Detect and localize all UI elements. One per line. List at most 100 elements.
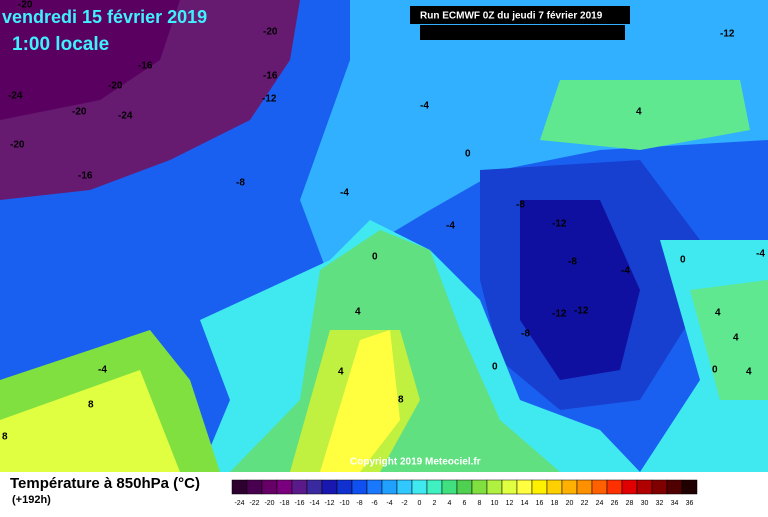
contour-label: -16: [138, 61, 153, 72]
legend-tick-label: 30: [641, 500, 649, 507]
legend-tick-label: 12: [506, 500, 514, 507]
run: Run ECMWF 0Z du jeudi 7 février 2019: [420, 11, 603, 22]
contour-label: -20: [263, 27, 278, 38]
contour-label: -8: [568, 257, 577, 268]
legend-swatch: [651, 479, 668, 495]
legend-swatch: [531, 479, 548, 495]
legend-swatch: [246, 479, 263, 495]
legend-tick-label: -4: [386, 500, 392, 507]
legend-tick-label: 22: [581, 500, 589, 507]
legend-swatch: [486, 479, 503, 495]
footer-subtitle: (+192h): [12, 494, 51, 506]
legend-swatch: [231, 479, 248, 495]
contour-label: 4: [746, 367, 752, 378]
contour-label: -24: [8, 91, 23, 102]
legend-swatch: [336, 479, 353, 495]
contour-label: -20: [108, 81, 123, 92]
legend-swatch: [591, 479, 608, 495]
legend-swatch: [291, 479, 308, 495]
contour-label: -4: [446, 221, 455, 232]
run-box: [410, 6, 630, 24]
contour-label: 0: [465, 149, 471, 160]
legend-swatch: [636, 479, 653, 495]
legend-tick-label: 20: [566, 500, 574, 507]
contour-label: -16: [78, 171, 93, 182]
legend-swatch: [681, 479, 698, 495]
date: vendredi 15 février 2019: [2, 7, 207, 27]
legend-tick-label: 28: [626, 500, 634, 507]
legend-tick-label: -20: [264, 500, 274, 507]
contour-label: -16: [263, 71, 278, 82]
contour-label: -4: [420, 101, 429, 112]
contour-label: 0: [372, 252, 378, 263]
legend-swatch: [501, 479, 518, 495]
legend-tick-label: 36: [686, 500, 694, 507]
legend-tick-label: 4: [448, 500, 452, 507]
contour-label: 4: [355, 307, 361, 318]
contour-label: -8: [516, 200, 525, 211]
contour-label: -4: [340, 188, 349, 199]
legend-tick-label: 14: [521, 500, 529, 507]
contour-label: -12: [720, 29, 735, 40]
contour-label: 0: [680, 255, 686, 266]
contour-label: -4: [98, 365, 107, 376]
legend-tick-label: -12: [324, 500, 334, 507]
legend-swatch: [426, 479, 443, 495]
contour-label: 8: [2, 432, 8, 443]
legend-swatch: [666, 479, 683, 495]
legend-swatch: [306, 479, 323, 495]
contour-label: -8: [521, 329, 530, 340]
legend-swatch: [621, 479, 638, 495]
time: 1:00 locale: [12, 34, 109, 55]
legend-swatch: [576, 479, 593, 495]
legend-tick-label: -2: [401, 500, 407, 507]
contour-label: 0: [712, 365, 718, 376]
map-background: [0, 0, 768, 472]
legend-tick-label: 16: [536, 500, 544, 507]
contour-label: -12: [552, 219, 567, 230]
legend-tick-label: 24: [596, 500, 604, 507]
legend-tick-label: -8: [356, 500, 362, 507]
contour-label: -24: [118, 111, 133, 122]
legend-swatch: [456, 479, 473, 495]
contour-label: -4: [621, 266, 630, 277]
legend-tick-label: 10: [491, 500, 499, 507]
legend-swatch: [366, 479, 383, 495]
legend-swatch: [396, 479, 413, 495]
legend-tick-label: 6: [463, 500, 467, 507]
legend-swatch: [546, 479, 563, 495]
copyright: Copyright 2019 Meteociel.fr: [350, 457, 481, 468]
contour-label: 4: [733, 333, 739, 344]
legend-tick-label: -14: [309, 500, 319, 507]
footer-title: Température à 850hPa (°C): [10, 475, 200, 492]
legend-swatch: [561, 479, 578, 495]
contour-label: -4: [756, 249, 765, 260]
contour-label: 8: [398, 395, 404, 406]
legend-swatch: [411, 479, 428, 495]
legend-swatch: [441, 479, 458, 495]
legend-swatch: [276, 479, 293, 495]
legend-swatch: [516, 479, 533, 495]
legend-tick-label: 8: [478, 500, 482, 507]
legend-swatch: [351, 479, 368, 495]
contour-label: -8: [236, 178, 245, 189]
legend-swatch: [606, 479, 623, 495]
contour-label: 4: [338, 367, 344, 378]
legend-swatch: [381, 479, 398, 495]
contour-label: -20: [10, 140, 25, 151]
contour-label: 8: [88, 400, 94, 411]
contour-label: 4: [636, 107, 642, 118]
contour-label: -20: [72, 107, 87, 118]
contour-label: 0: [492, 362, 498, 373]
contour-label: -12: [262, 94, 277, 105]
contour-label: 4: [715, 308, 721, 319]
legend-swatch: [321, 479, 338, 495]
legend-tick-label: -24: [234, 500, 244, 507]
legend-tick-label: 2: [433, 500, 437, 507]
legend-tick-label: -16: [294, 500, 304, 507]
legend-tick-label: 0: [418, 500, 422, 507]
legend-tick-label: -10: [339, 500, 349, 507]
legend-tick-label: -22: [249, 500, 259, 507]
contour-label: -12: [552, 309, 567, 320]
